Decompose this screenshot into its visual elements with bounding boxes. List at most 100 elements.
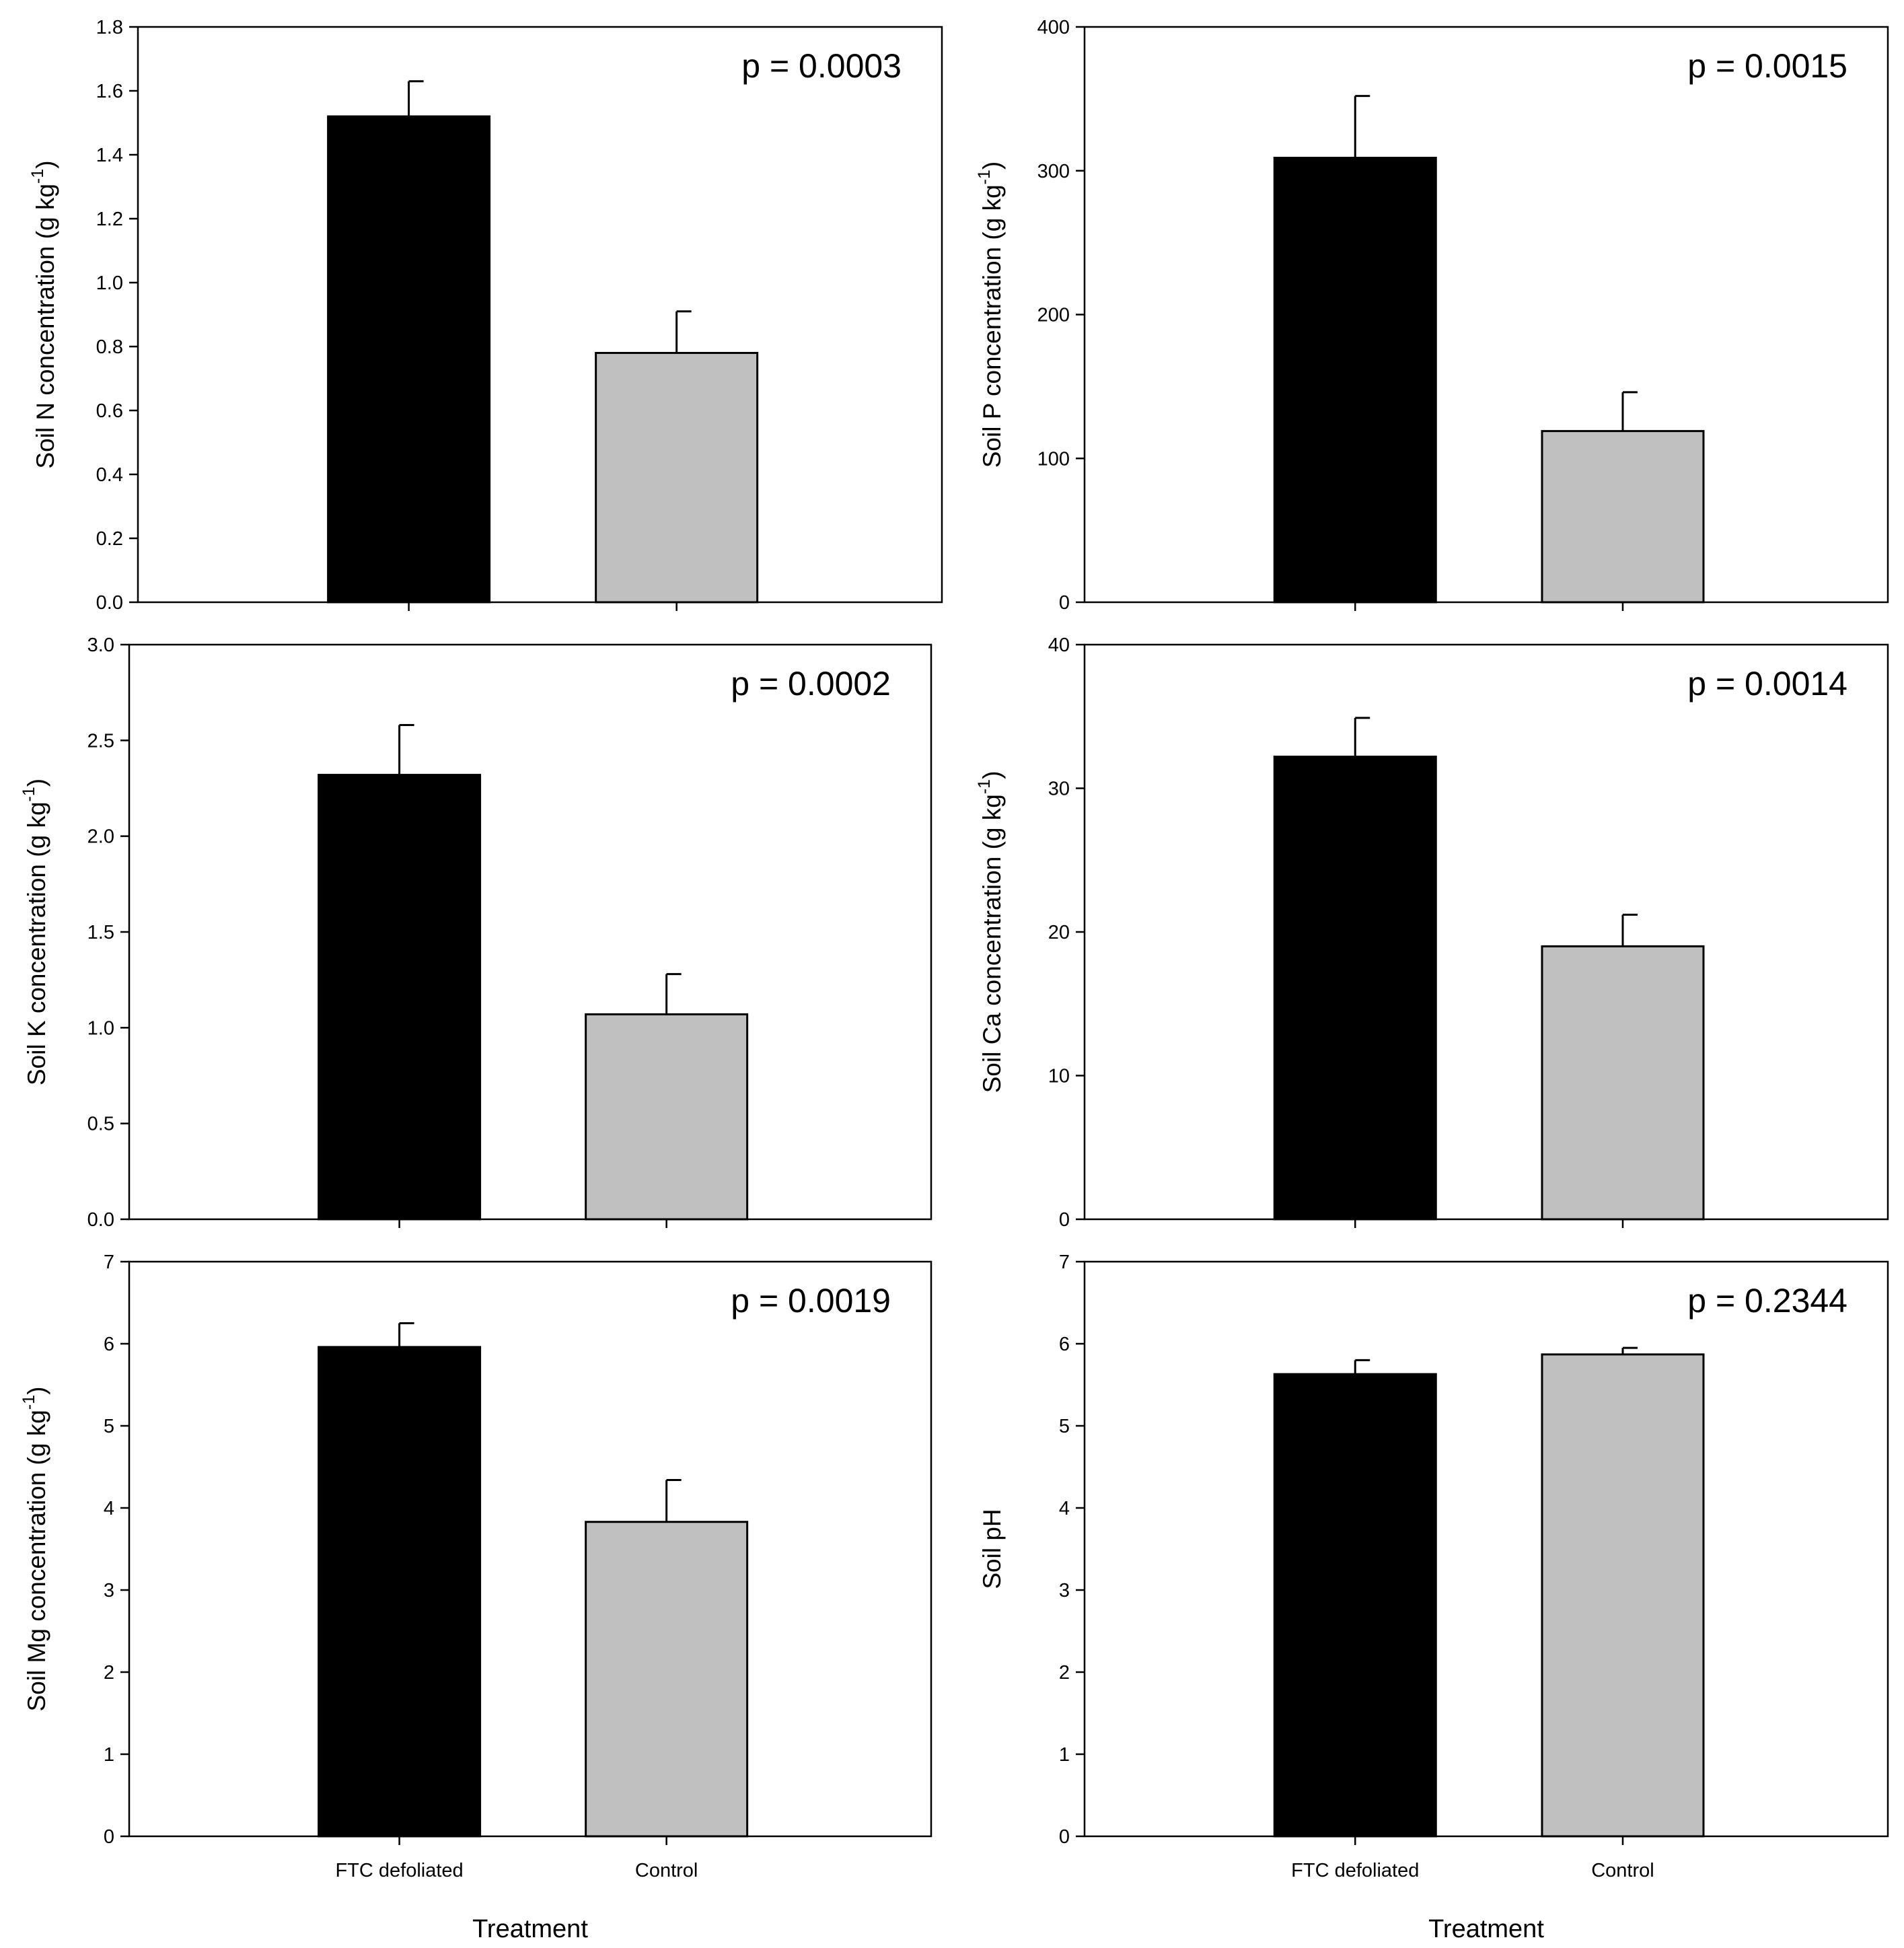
p-value-annotation: p = 0.0002 [731, 665, 891, 702]
y-tick-label: 0.2 [96, 528, 123, 550]
plot-frame [1083, 643, 1889, 1221]
y-tick-label: 1.8 [96, 17, 123, 38]
bar-ftc-defoliated [1273, 756, 1437, 1221]
y-tick-label: 20 [1048, 922, 1070, 943]
y-tick-label: 10 [1048, 1066, 1070, 1087]
y-axis-label: Soil Ca concentration (g kg-1) [975, 771, 1006, 1093]
x-tick-label: FTC defoliated [335, 1860, 463, 1881]
y-tick-label: 3.0 [87, 635, 114, 656]
y-axis-label: Soil Mg concentration (g kg-1) [20, 1387, 50, 1712]
bar-control [585, 1521, 749, 1838]
bar-ftc-defoliated [318, 1346, 482, 1838]
y-axis-label-superscript: -1 [28, 169, 47, 184]
y-tick-label: 1.5 [87, 922, 114, 943]
y-axis-label-tail: ) [23, 1387, 50, 1395]
y-tick-label: 6 [1059, 1334, 1070, 1355]
y-tick-label: 0 [1059, 1209, 1070, 1231]
y-tick-label: 1.2 [96, 209, 123, 230]
y-axis-label-main: Soil Ca concentration (g kg [978, 794, 1006, 1093]
y-tick-label: 1.4 [96, 145, 123, 166]
y-tick-label: 1 [1059, 1744, 1070, 1766]
y-tick-label: 4 [1059, 1498, 1070, 1519]
p-value-annotation: p = 0.2344 [1687, 1282, 1847, 1320]
bar-control [1541, 1353, 1705, 1838]
y-tick-label: 4 [104, 1498, 114, 1519]
y-axis-label: Soil K concentration (g kg-1) [20, 779, 50, 1085]
y-tick-label: 100 [1037, 448, 1070, 470]
bar-control [595, 352, 759, 604]
chart-panel-3: 0.0 0.5 1.0 1.5 2.0 2.5 3.0 Soil K concentratio… [20, 635, 932, 1231]
chart-panel-6: FTC defoliated Control 0 1 2 3 4 5 6 7 Soil pH p = … [978, 1252, 1889, 1943]
x-axis-label: Treatment [472, 1915, 588, 1943]
y-axis-label-main: Soil N concentration (g kg [32, 184, 59, 469]
y-tick-label: 1.6 [96, 81, 123, 102]
y-tick-label: 0.5 [87, 1114, 114, 1135]
y-tick-label: 3 [104, 1580, 114, 1601]
plot-frame [128, 1260, 932, 1838]
y-tick-label: 0 [1059, 1826, 1070, 1848]
y-tick-label: 5 [1059, 1416, 1070, 1437]
y-axis-label-main: Soil P concentration (g kg [978, 184, 1006, 468]
y-tick-label: 400 [1037, 17, 1070, 38]
y-tick-label: 2 [1059, 1662, 1070, 1684]
y-axis-label-superscript: -1 [975, 170, 994, 184]
y-axis-label-main: Soil Mg concentration (g kg [23, 1410, 50, 1711]
plot-frame [1083, 1260, 1889, 1838]
bar-control [1541, 430, 1705, 604]
p-value-annotation: p = 0.0015 [1687, 47, 1847, 85]
plot-frame [1083, 26, 1889, 604]
y-axis-label-tail: ) [978, 771, 1006, 779]
plot-frame [137, 26, 943, 604]
y-axis-label-superscript: -1 [20, 1395, 38, 1410]
bar-ftc-defoliated [318, 774, 482, 1221]
y-axis-label: Soil P concentration (g kg-1) [975, 161, 1006, 468]
x-tick-label: Control [1591, 1860, 1654, 1881]
y-tick-label: 0 [1059, 592, 1070, 614]
y-tick-label: 30 [1048, 779, 1070, 800]
bar-ftc-defoliated [1273, 157, 1437, 604]
y-axis-label-tail: ) [23, 779, 50, 787]
y-tick-label: 300 [1037, 161, 1070, 182]
p-value-annotation: p = 0.0003 [741, 47, 902, 85]
y-tick-label: 2.5 [87, 730, 114, 752]
x-axis-label: Treatment [1428, 1915, 1544, 1943]
y-tick-label: 200 [1037, 305, 1070, 326]
plot-frame [128, 643, 932, 1221]
p-value-annotation: p = 0.0019 [731, 1282, 891, 1320]
y-tick-label: 2 [104, 1662, 114, 1684]
y-tick-label: 0.0 [87, 1209, 114, 1231]
y-tick-label: 5 [104, 1416, 114, 1437]
bar-control [585, 1013, 749, 1221]
y-tick-label: 0.4 [96, 464, 123, 486]
y-tick-label: 0.0 [96, 592, 123, 614]
y-axis-label-main: Soil K concentration (g kg [23, 801, 50, 1085]
bar-ftc-defoliated [1273, 1373, 1437, 1838]
y-tick-label: 0 [104, 1826, 114, 1848]
y-tick-label: 1 [104, 1744, 114, 1766]
y-tick-label: 1.0 [87, 1017, 114, 1039]
chart-panel-4: 0 10 20 30 40 Soil Ca concentration (g kg-1) p… [975, 635, 1889, 1231]
chart-panel-5: FTC defoliated Control 0 1 2 3 4 5 6 7 Soil Mg con… [20, 1252, 932, 1943]
y-tick-label: 2.0 [87, 826, 114, 848]
y-tick-label: 1.0 [96, 273, 123, 294]
y-axis-label-tail: ) [978, 161, 1006, 170]
y-tick-label: 40 [1048, 635, 1070, 656]
chart-panel-2: 0 100 200 300 400 Soil P concentration (g kg-… [975, 17, 1889, 614]
p-value-annotation: p = 0.0014 [1687, 665, 1847, 702]
y-axis-label-superscript: -1 [20, 787, 38, 801]
y-tick-label: 0.8 [96, 336, 123, 358]
y-axis-label: Soil N concentration (g kg-1) [28, 160, 59, 468]
bar-control [1541, 945, 1705, 1221]
bar-ftc-defoliated [327, 115, 491, 604]
y-tick-label: 7 [1059, 1252, 1070, 1273]
x-tick-label: Control [635, 1860, 698, 1881]
y-axis-label-superscript: -1 [975, 779, 994, 794]
y-axis-label-tail: ) [32, 160, 59, 168]
x-tick-label: FTC defoliated [1291, 1860, 1419, 1881]
y-tick-label: 6 [104, 1334, 114, 1355]
chart-panel-1: 0.0 0.2 0.4 0.6 0.8 1.0 1.2 1.4 1.6 1.8 Soil N con… [28, 17, 943, 614]
y-tick-label: 0.6 [96, 400, 123, 422]
y-axis-label-main: Soil pH [978, 1509, 1006, 1589]
y-tick-label: 3 [1059, 1580, 1070, 1601]
